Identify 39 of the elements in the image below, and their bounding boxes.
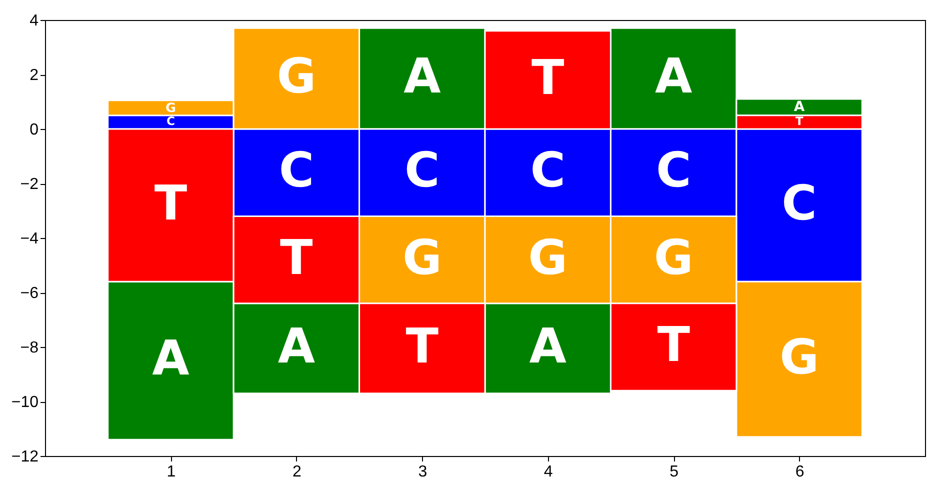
x-tick-label: 3 — [418, 464, 428, 480]
text: G — [654, 230, 694, 286]
text: A — [529, 318, 566, 374]
text: C — [404, 142, 440, 199]
text: G — [780, 329, 819, 386]
text: C — [530, 142, 566, 199]
text: T — [531, 50, 564, 106]
text: A — [404, 48, 441, 105]
series-label: T — [795, 114, 804, 128]
y-tick-label: 0 — [30, 122, 39, 138]
x-tick-label: 1 — [166, 464, 176, 480]
text: T — [280, 230, 313, 286]
y-tick-label: −10 — [11, 394, 39, 411]
y-tick-label: −2 — [20, 176, 39, 193]
series-label: G — [165, 100, 176, 116]
text: G — [402, 230, 442, 286]
text: A — [152, 330, 190, 387]
y-tick-label: 2 — [30, 67, 39, 84]
x-tick-label: 4 — [544, 464, 553, 480]
series-label: A — [794, 99, 805, 116]
text: A — [654, 48, 692, 105]
y-tick-label: −6 — [20, 285, 39, 302]
text: C — [782, 175, 817, 232]
y-tick-label: −4 — [20, 230, 39, 248]
x-tick-label: 2 — [292, 464, 302, 480]
text: C — [656, 142, 692, 199]
text: C — [278, 142, 314, 199]
y-tick-label: 4 — [30, 12, 39, 30]
text: A — [278, 318, 316, 374]
text: G — [276, 48, 316, 105]
text: G — [528, 230, 568, 286]
x-tick-label: 5 — [670, 464, 679, 480]
text: T — [406, 318, 439, 374]
x-tick-label: 6 — [795, 464, 804, 480]
series-label: C — [166, 114, 175, 128]
text: T — [154, 175, 188, 232]
y-tick-label: −12 — [11, 448, 39, 466]
y-tick-label: −8 — [20, 340, 39, 356]
text: T — [657, 317, 690, 373]
